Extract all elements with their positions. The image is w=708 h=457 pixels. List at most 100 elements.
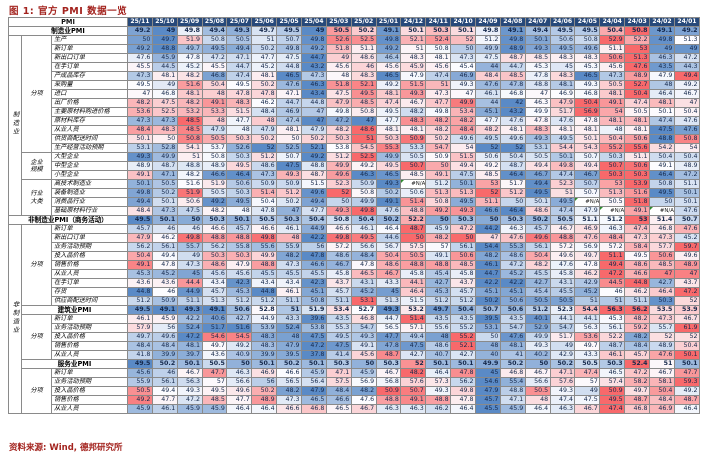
pmi-value-cell: 48.1: [624, 116, 651, 126]
pmi-value-cell: 45.9: [400, 62, 427, 72]
pmi-value-cell: 50.4: [624, 89, 651, 99]
pmi-value-cell: 48.8: [176, 161, 203, 171]
pmi-value-cell: 50.5: [524, 386, 551, 396]
pmi-value-cell: 47.5: [276, 53, 303, 63]
pmi-value-cell: 47.6: [673, 206, 701, 216]
pmi-value-cell: 47.4: [226, 71, 253, 81]
pmi-value-cell: 46.3: [375, 404, 402, 414]
pmi-value-cell: 56.1: [524, 242, 551, 252]
pmi-value-cell: 49.7: [624, 386, 651, 396]
pmi-value-cell: 50.8: [350, 188, 377, 198]
pmi-value-cell: 50.6: [226, 179, 253, 189]
pmi-value-cell: 50.3: [226, 251, 253, 261]
pmi-value-cell: 51.2: [226, 296, 253, 306]
pmi-value-cell: 49.4: [201, 26, 228, 36]
pmi-value-cell: 51.3: [673, 35, 701, 45]
row-label: 产成品库存: [51, 71, 128, 81]
pmi-value-cell: 57.6: [549, 377, 576, 387]
pmi-value-cell: 50.3: [375, 134, 402, 144]
pmi-value-cell: 47.4: [375, 98, 402, 108]
pmi-value-cell: 49.5: [276, 26, 303, 36]
pmi-value-cell: 45.1: [301, 287, 327, 297]
pmi-value-cell: 51.2: [450, 296, 477, 306]
pmi-value-cell: 56.9: [574, 107, 601, 117]
pmi-value-cell: 50.3: [599, 359, 626, 369]
pmi-value-cell: 53.7: [201, 143, 228, 153]
pmi-value-cell: 43.1: [350, 278, 377, 288]
pmi-value-cell: 49.5: [549, 44, 576, 54]
pmi-value-cell: 47.4: [549, 395, 576, 405]
pmi-value-cell: 56.1: [599, 323, 626, 333]
pmi-value-cell: 51.8: [325, 44, 352, 54]
pmi-value-cell: 49.2: [127, 44, 153, 54]
pmi-value-cell: 54: [599, 107, 626, 117]
pmi-value-cell: 46.6: [251, 224, 278, 234]
group-label: 分项: [21, 368, 52, 414]
pmi-value-cell: 50.8: [201, 35, 228, 45]
pmi-value-cell: 47.6: [673, 224, 701, 234]
pmi-value-cell: 49.3: [176, 305, 203, 315]
table-row: 进口 47 46.8 48.1 48 47.8 47.8 47.1 43.4 47.5 49.5 48…: [9, 89, 701, 99]
column-header: 24/01: [673, 17, 701, 27]
pmi-value-cell: 49.3: [375, 179, 402, 189]
pmi-value-cell: 53.1: [475, 323, 501, 333]
pmi-value-cell: 48.9: [649, 341, 675, 351]
table-row: 装备制造业 49.8 50.2 51.9 50.5 50.3 51.4 51.2 49.6 52 5…: [9, 188, 701, 198]
pmi-value-cell: 47.9: [574, 206, 601, 216]
pmi-value-cell: 50.1: [649, 107, 675, 117]
pmi-value-cell: 49.1: [425, 170, 452, 180]
pmi-value-cell: 55.3: [375, 143, 402, 153]
pmi-value-cell: 49.9: [251, 251, 278, 261]
pmi-value-cell: 47.9: [226, 260, 253, 270]
pmi-value-cell: 45.3: [226, 287, 253, 297]
pmi-value-cell: 46.5: [574, 71, 601, 81]
pmi-value-cell: 56.6: [350, 242, 377, 252]
section-row-label: 制造业PMI: [8, 26, 128, 36]
pmi-value-cell: 47.5: [276, 161, 303, 171]
pmi-value-cell: 45: [375, 287, 402, 297]
pmi-value-cell: 57.9: [127, 323, 153, 333]
pmi-value-cell: 42.7: [226, 314, 253, 324]
pmi-value-cell: 46.6: [301, 260, 327, 270]
page-title: 图 1: 官方 PMI 数据一览: [9, 6, 128, 17]
pmi-value-cell: 44.6: [375, 233, 402, 243]
pmi-value-cell: 49.8: [375, 35, 402, 45]
pmi-value-cell: 46.3: [649, 53, 675, 63]
pmi-value-cell: 49.5: [201, 44, 228, 54]
pmi-value-cell: 49.5: [201, 386, 228, 396]
pmi-value-cell: 49.2: [673, 80, 701, 90]
pmi-value-cell: 50.3: [201, 251, 228, 261]
pmi-value-cell: 47.7: [226, 395, 253, 405]
pmi-value-cell: 47: [301, 107, 327, 117]
pmi-value-cell: 46.5: [375, 170, 402, 180]
pmi-value-cell: 43.2: [499, 107, 526, 117]
pmi-value-cell: 49.6: [301, 188, 327, 198]
pmi-value-cell: 47.4: [599, 404, 626, 414]
pmi-value-cell: 47.6: [475, 80, 501, 90]
pmi-value-cell: 50.3: [425, 26, 452, 36]
pmi-value-cell: 51.1: [599, 251, 626, 261]
pmi-value-cell: 47.7: [226, 116, 253, 126]
pmi-value-cell: 55.6: [425, 323, 452, 333]
pmi-value-cell: 50.1: [400, 26, 427, 36]
row-label: 从业人员: [51, 404, 128, 414]
column-header: 25/05: [276, 17, 303, 27]
pmi-value-cell: 47.8: [176, 53, 203, 63]
pmi-value-cell: 49.2: [350, 161, 377, 171]
pmi-value-cell: 51.6: [226, 323, 253, 333]
pmi-value-cell: 49.5: [350, 233, 377, 243]
pmi-value-cell: 52.1: [400, 35, 427, 45]
pmi-value-cell: 42.7: [400, 350, 427, 360]
pmi-value-cell: 50.5: [201, 188, 228, 198]
pmi-value-cell: 47.8: [450, 395, 477, 405]
pmi-value-cell: 46.7: [375, 368, 402, 378]
pmi-value-cell: 48.8: [400, 206, 427, 216]
pmi-value-cell: 48.2: [176, 98, 203, 108]
pmi-value-cell: 51: [276, 305, 303, 315]
pmi-value-cell: 46.7: [375, 269, 402, 279]
pmi-value-cell: 53: [624, 44, 651, 54]
pmi-value-cell: 56.2: [127, 242, 153, 252]
pmi-value-cell: 46.9: [450, 71, 477, 81]
pmi-value-cell: 48: [251, 116, 278, 126]
pmi-value-cell: 48.7: [624, 395, 651, 405]
